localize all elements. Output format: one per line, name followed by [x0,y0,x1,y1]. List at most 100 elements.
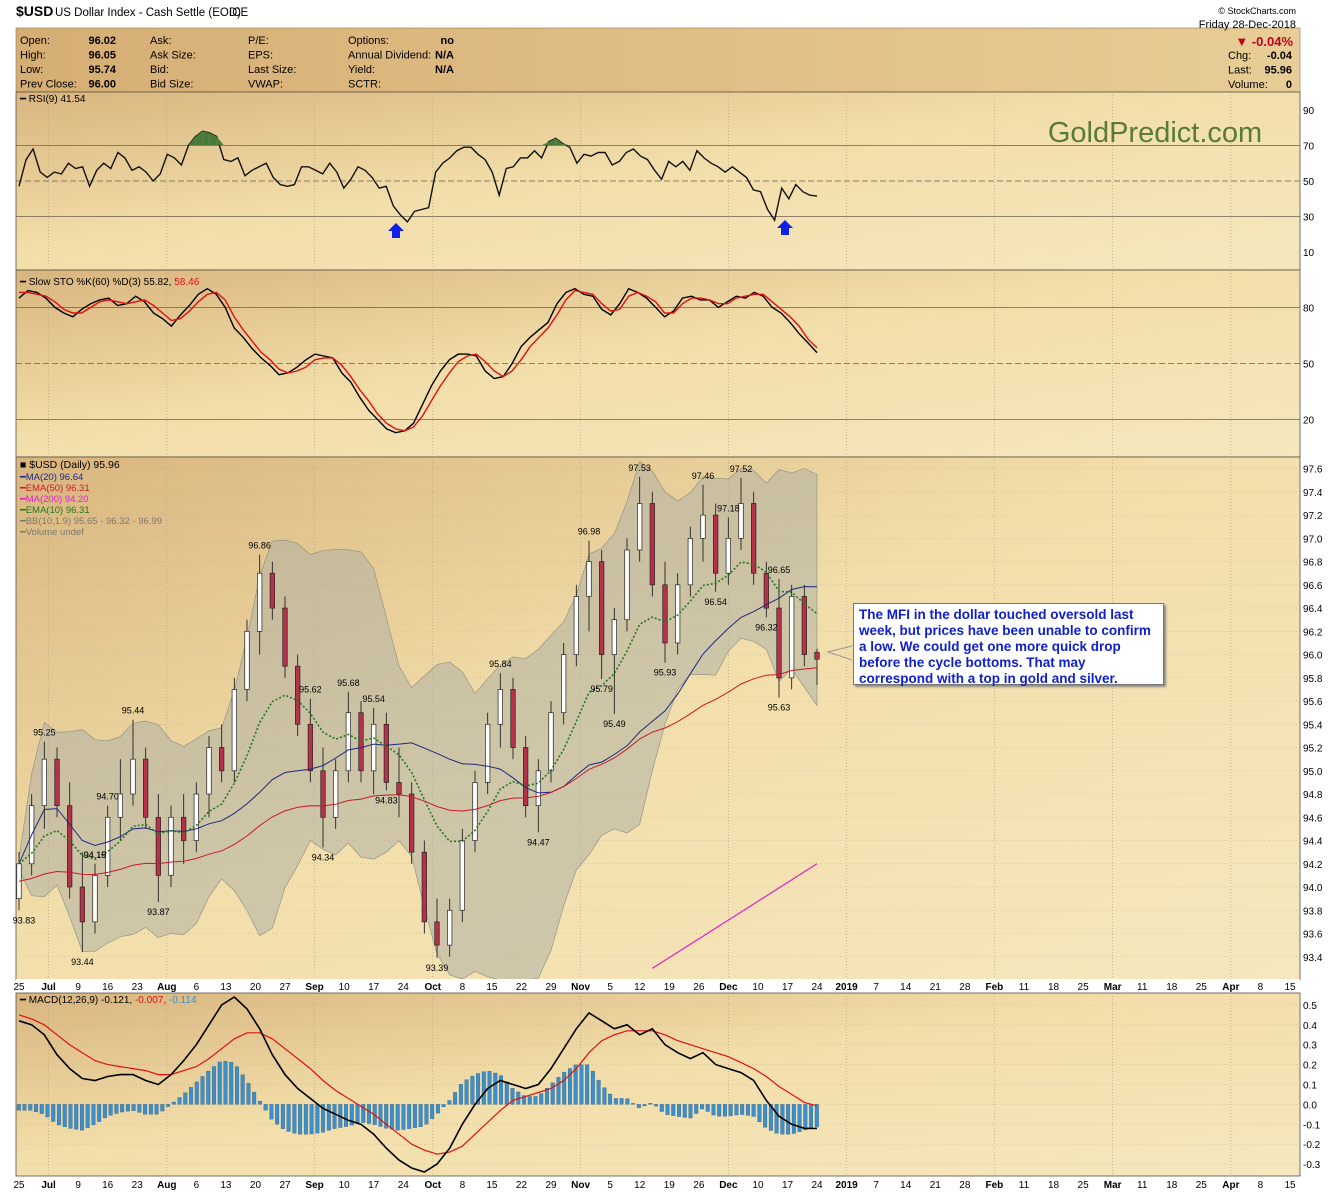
y-tick-label: -0.2 [1303,1140,1321,1151]
x-tick-label: Aug [157,1180,176,1191]
price-label: 96.86 [248,541,271,551]
price-label: 95.68 [337,678,360,688]
candle-body [586,561,592,597]
macd-histogram-bar [648,1103,653,1105]
macd-histogram-bar [378,1104,383,1127]
macd-histogram-bar [16,1104,21,1111]
x-axis-band [16,979,1300,992]
x-tick-label: Feb [986,1180,1004,1191]
candle-body [485,723,491,783]
candle-body [244,630,250,690]
candle-body [725,538,731,574]
macd-histogram-bar [734,1104,739,1116]
bollinger-band [18,461,818,981]
x-tick-label: 21 [930,1180,942,1191]
price-label: 94.47 [527,837,550,847]
quote-value: 95.96 [1264,65,1292,77]
candle [358,701,364,783]
macd-histogram-bar [143,1104,148,1115]
x-tick-label: 22 [516,982,528,993]
candle [586,540,592,632]
y-tick-label: 10 [1303,248,1315,259]
quote-label: Last: [1228,65,1252,77]
candle-body [561,654,567,714]
macd-histogram-bar [407,1104,412,1129]
x-tick-label: Jul [41,982,56,993]
quote-label: Chg: [1228,50,1251,62]
macd-histogram-bar [717,1104,722,1117]
candle [421,840,427,934]
x-tick-label: 17 [782,982,794,993]
macd-histogram-bar [97,1104,102,1122]
macd-histogram-bar [321,1104,326,1133]
candle [523,735,529,818]
candle-body [231,689,237,772]
y-tick-label: 70 [1303,141,1315,152]
candle [333,759,339,829]
macd-histogram-bar [120,1104,125,1113]
macd-histogram-bar [34,1104,38,1112]
candle-body [447,909,453,946]
y-tick-label: 97.2 [1303,511,1323,522]
candle-body [687,538,693,586]
x-tick-label: 8 [1258,982,1264,993]
x-tick-label: 9 [75,1180,81,1191]
stochastic-title: ━ Slow STO %K(60) %D(3) 55.82, 58.46 [19,277,200,288]
x-tick-label: 2019 [836,982,859,993]
candle [244,619,250,702]
candle [79,852,85,953]
candle-body [510,689,516,748]
x-tick-label: 7 [873,982,879,993]
x-tick-label: Dec [719,1180,738,1191]
macd-histogram-bar [700,1104,704,1110]
candle [269,561,275,620]
macd-histogram-bar [596,1079,601,1105]
macd-histogram-bar [774,1104,779,1134]
macd-histogram-bar [659,1104,664,1112]
x-tick-label: 24 [398,982,410,993]
x-tick-label: 22 [516,1180,528,1191]
price-label: 96.65 [768,565,791,575]
price-label: 97.46 [692,471,715,481]
x-tick-label: 17 [368,1180,380,1191]
price-label: 95.84 [489,659,512,669]
x-tick-label: 17 [782,1180,794,1191]
candle [181,794,187,864]
candle [143,747,149,829]
-d-3--line [19,289,818,432]
x-tick-label: 9 [75,982,81,993]
candle-body [814,651,820,660]
x-tick-label: 7 [873,1180,879,1191]
y-tick-label: 50 [1303,177,1315,188]
macd-histogram-bar [585,1064,590,1105]
quote-label: SCTR: [348,79,381,91]
y-tick-label: 20 [1303,416,1315,427]
macd-histogram-bar [200,1076,205,1105]
x-tick-label: 8 [1258,1180,1264,1191]
price-label: 95.54 [362,694,385,704]
candle [497,673,503,748]
legend-entry: ━MA(20) 96.64 [19,472,83,483]
macd-histogram-bar [757,1104,762,1123]
macd-histogram-bar [814,1104,819,1128]
candle [687,526,693,597]
candle [573,584,579,667]
legend-entry: ━BB(10,1.9) 95.65 - 96.32 - 96.99 [19,516,162,527]
candle [105,805,111,888]
legend-entry: ━MA(200) 94.20 [19,494,89,505]
candle-body [624,549,630,621]
x-tick-label: 25 [1078,1180,1090,1191]
candle [219,724,225,783]
y-tick-label: 0.1 [1303,1081,1317,1092]
x-tick-label: 2019 [836,1180,859,1191]
overbought-fill [209,132,217,146]
price-label: 93.83 [13,915,36,925]
x-tick-label: Nov [571,982,590,993]
macd-histogram-bar [45,1104,50,1118]
macd-histogram-bar [309,1104,314,1135]
candle-body [54,758,60,807]
y-tick-label: 95.4 [1303,720,1323,731]
candle [257,554,263,655]
y-tick-label: 0.3 [1303,1041,1317,1052]
